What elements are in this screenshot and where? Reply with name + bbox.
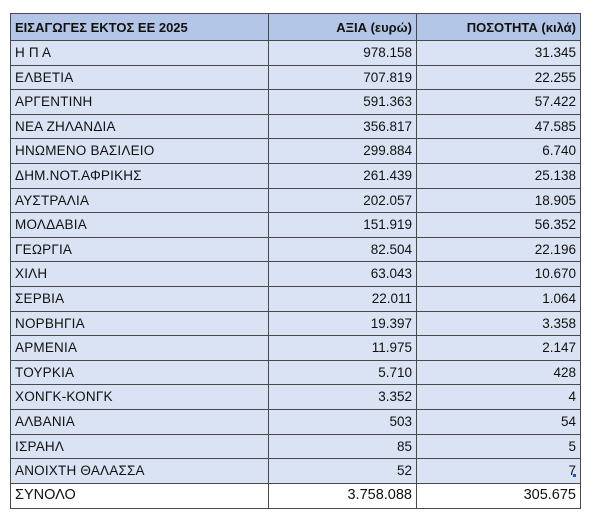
quantity-cell: 31.345	[416, 40, 581, 66]
quantity-cell: 3.358	[416, 310, 581, 337]
header-country: ΕΙΣΑΓΩΓΕΣ ΕΚΤΟΣ ΕΕ 2025	[10, 13, 269, 41]
value-cell: 299.884	[268, 138, 417, 164]
country-cell: ΑΡΜΕΝΙΑ	[10, 335, 269, 361]
table-row: ΓΕΩΡΓΙΑ 82.504 22.196	[10, 236, 581, 263]
total-row: ΣΥΝΟΛΟ 3.758.088 305.675	[10, 482, 581, 509]
value-cell: 356.817	[268, 113, 417, 140]
quantity-cell: 18.905	[416, 187, 581, 214]
table-row: ΣΕΡΒΙΑ 22.011 1.064	[10, 285, 581, 312]
value-cell: 63.043	[268, 261, 417, 287]
country-cell: ΝΕΑ ΖΗΛΑΝΔΙΑ	[10, 113, 269, 140]
country-cell: ΣΕΡΒΙΑ	[10, 285, 269, 312]
total-quantity: 305.675	[416, 482, 581, 509]
value-cell: 707.819	[268, 64, 417, 91]
value-cell: 202.057	[268, 187, 417, 214]
quantity-cell: 47.585	[416, 113, 581, 140]
table-body: Η Π Α 978.158 31.345 ΕΛΒΕΤΙΑ 707.819 22.255 ΑΡ…	[10, 40, 581, 509]
value-cell: 978.158	[268, 40, 417, 66]
table-row: ΝΕΑ ΖΗΛΑΝΔΙΑ 356.817 47.585	[10, 113, 581, 140]
country-cell: ΑΝΟΙΧΤΗ ΘΑΛΑΣΣΑ	[10, 458, 269, 484]
quantity-cell: 2.147	[416, 335, 581, 361]
table-row: ΗΝΩΜΕΝΟ ΒΑΣΙΛΕΙΟ 299.884 6.740	[10, 138, 581, 164]
country-cell: ΗΝΩΜΕΝΟ ΒΑΣΙΛΕΙΟ	[10, 138, 269, 164]
table-row: ΙΣΡΑΗΛ 85 5	[10, 433, 581, 460]
country-cell: ΜΟΛΔΑΒΙΑ	[10, 212, 269, 238]
value-cell: 52	[268, 458, 417, 484]
country-cell: ΑΥΣΤΡΑΛΙΑ	[10, 187, 269, 214]
header-row: ΕΙΣΑΓΩΓΕΣ ΕΚΤΟΣ ΕΕ 2025 ΑΞΙΑ (ευρώ) ΠΟΣΟ…	[10, 13, 581, 41]
country-cell: ΑΛΒΑΝΙΑ	[10, 408, 269, 435]
country-cell: ΤΟΥΡΚΙΑ	[10, 359, 269, 386]
country-cell: ΑΡΓΕΝΤΙΝΗ	[10, 89, 269, 115]
quantity-cell: 1.064	[416, 285, 581, 312]
quantity-cell: 6.740	[416, 138, 581, 164]
country-cell: ΓΕΩΡΓΙΑ	[10, 236, 269, 263]
value-cell: 3.352	[268, 384, 417, 410]
quantity-cell: 56.352	[416, 212, 581, 238]
country-cell: ΕΛΒΕΤΙΑ	[10, 64, 269, 91]
value-cell: 503	[268, 408, 417, 435]
country-cell: ΝΟΡΒΗΓΙΑ	[10, 310, 269, 337]
quantity-cell: 25.138	[416, 162, 581, 189]
country-cell: ΧΙΛΗ	[10, 261, 269, 287]
country-cell: Η Π Α	[10, 40, 269, 66]
quantity-cell: 22.196	[416, 236, 581, 263]
table-row: ΑΥΣΤΡΑΛΙΑ 202.057 18.905	[10, 187, 581, 214]
table-row: ΜΟΛΔΑΒΙΑ 151.919 56.352	[10, 212, 581, 238]
table-row: ΧΟΝΓΚ-ΚΟΝΓΚ 3.352 4	[10, 384, 581, 410]
cell-selection-marker	[573, 474, 576, 477]
quantity-cell: 10.670	[416, 261, 581, 287]
quantity-cell: 22.255	[416, 64, 581, 91]
table-header: ΕΙΣΑΓΩΓΕΣ ΕΚΤΟΣ ΕΕ 2025 ΑΞΙΑ (ευρώ) ΠΟΣΟ…	[10, 13, 581, 41]
value-cell: 151.919	[268, 212, 417, 238]
value-cell: 5.710	[268, 359, 417, 386]
table-row: ΝΟΡΒΗΓΙΑ 19.397 3.358	[10, 310, 581, 337]
total-label: ΣΥΝΟΛΟ	[10, 482, 269, 509]
imports-table: ΕΙΣΑΓΩΓΕΣ ΕΚΤΟΣ ΕΕ 2025 ΑΞΙΑ (ευρώ) ΠΟΣΟ…	[10, 13, 581, 509]
quantity-cell: 4	[416, 384, 581, 410]
quantity-cell: 7	[416, 458, 581, 484]
value-cell: 22.011	[268, 285, 417, 312]
country-cell: ΔΗΜ.ΝΟΤ.ΑΦΡΙΚΗΣ	[10, 162, 269, 189]
country-cell: ΧΟΝΓΚ-ΚΟΝΓΚ	[10, 384, 269, 410]
country-cell: ΙΣΡΑΗΛ	[10, 433, 269, 460]
table-row: ΤΟΥΡΚΙΑ 5.710 428	[10, 359, 581, 386]
table-row: ΑΡΜΕΝΙΑ 11.975 2.147	[10, 335, 581, 361]
table-row: ΑΝΟΙΧΤΗ ΘΑΛΑΣΣΑ 52 7	[10, 458, 581, 484]
value-cell: 11.975	[268, 335, 417, 361]
header-quantity: ΠΟΣΟΤΗΤΑ (κιλά)	[416, 13, 581, 41]
table-row: ΧΙΛΗ 63.043 10.670	[10, 261, 581, 287]
value-cell: 591.363	[268, 89, 417, 115]
quantity-cell: 5	[416, 433, 581, 460]
value-cell: 19.397	[268, 310, 417, 337]
quantity-cell: 57.422	[416, 89, 581, 115]
value-cell: 261.439	[268, 162, 417, 189]
table-row: Η Π Α 978.158 31.345	[10, 40, 581, 66]
table-row: ΔΗΜ.ΝΟΤ.ΑΦΡΙΚΗΣ 261.439 25.138	[10, 162, 581, 189]
table-row: ΕΛΒΕΤΙΑ 707.819 22.255	[10, 64, 581, 91]
total-value: 3.758.088	[268, 482, 417, 509]
table-row: ΑΡΓΕΝΤΙΝΗ 591.363 57.422	[10, 89, 581, 115]
table-row: ΑΛΒΑΝΙΑ 503 54	[10, 408, 581, 435]
quantity-cell: 54	[416, 408, 581, 435]
value-cell: 82.504	[268, 236, 417, 263]
value-cell: 85	[268, 433, 417, 460]
quantity-cell: 428	[416, 359, 581, 386]
header-value: ΑΞΙΑ (ευρώ)	[268, 13, 417, 41]
